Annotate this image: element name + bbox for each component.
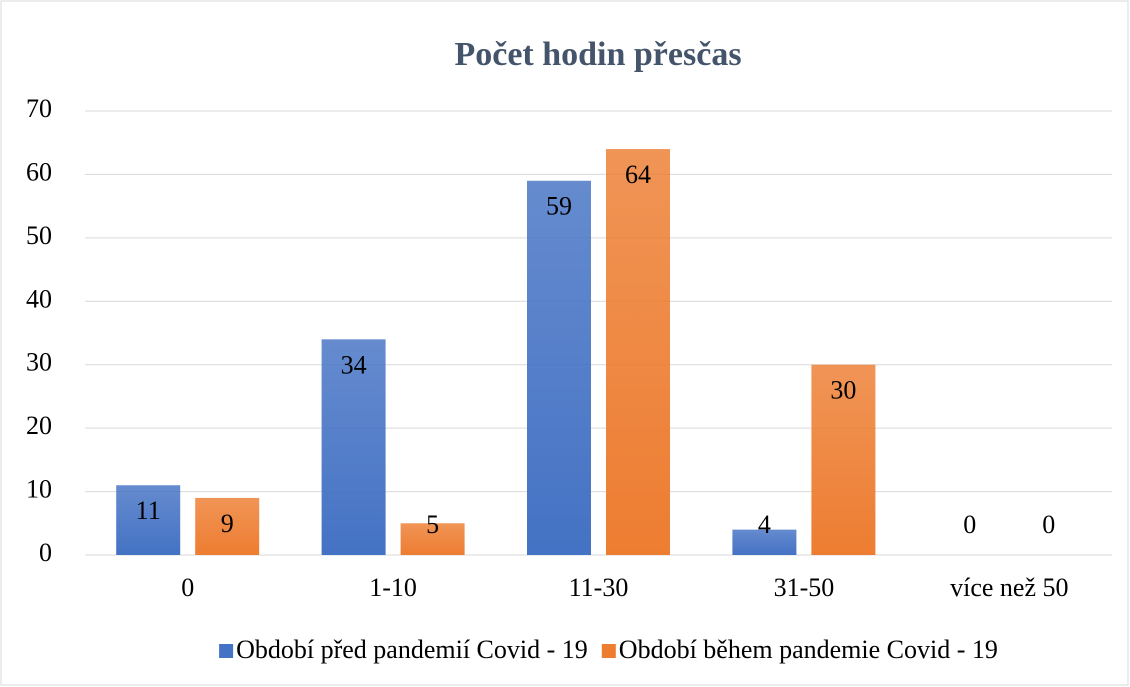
data-label: 4: [758, 510, 771, 539]
data-label: 64: [625, 160, 651, 189]
y-tick-label: 60: [26, 157, 52, 186]
y-tick-label: 0: [39, 538, 52, 567]
bar: [732, 529, 797, 555]
bar: [811, 364, 876, 555]
x-tick-label: 11-30: [569, 573, 629, 602]
legend-item: Období během pandemie Covid - 19: [601, 635, 998, 664]
data-label: 30: [830, 376, 856, 405]
legend-item: Období před pandemií Covid - 19: [219, 635, 588, 664]
y-tick-label: 70: [26, 94, 52, 123]
data-label: 0: [1042, 510, 1055, 539]
y-tick-label: 30: [26, 348, 52, 377]
data-label: 5: [426, 510, 439, 539]
bar: [400, 523, 465, 555]
legend-label: Období před pandemií Covid - 19: [236, 635, 588, 664]
bar: [195, 497, 260, 555]
bar: [606, 149, 670, 556]
y-tick-label: 20: [26, 411, 52, 440]
data-label: 0: [963, 510, 976, 539]
chart-title: Počet hodin přesčas: [454, 36, 741, 73]
x-tick-label: více než 50: [950, 573, 1068, 602]
data-label: 11: [136, 496, 161, 525]
legend-swatch: [219, 644, 234, 658]
data-label: 34: [341, 350, 367, 379]
bar: [527, 180, 591, 555]
x-tick-label: 31-50: [774, 573, 835, 602]
y-tick-label: 50: [26, 221, 52, 250]
bar: [321, 339, 386, 555]
x-tick-label: 0: [181, 573, 194, 602]
legend: Období před pandemií Covid - 19 Období bě…: [219, 635, 998, 664]
x-tick-label: 1-10: [369, 573, 417, 602]
bar: [116, 485, 181, 555]
legend-swatch: [601, 644, 616, 658]
y-tick-label: 40: [26, 284, 52, 313]
legend-label: Období během pandemie Covid - 19: [619, 635, 998, 664]
y-tick-label: 10: [26, 475, 52, 504]
data-label: 9: [221, 509, 234, 538]
data-label: 59: [546, 192, 572, 221]
